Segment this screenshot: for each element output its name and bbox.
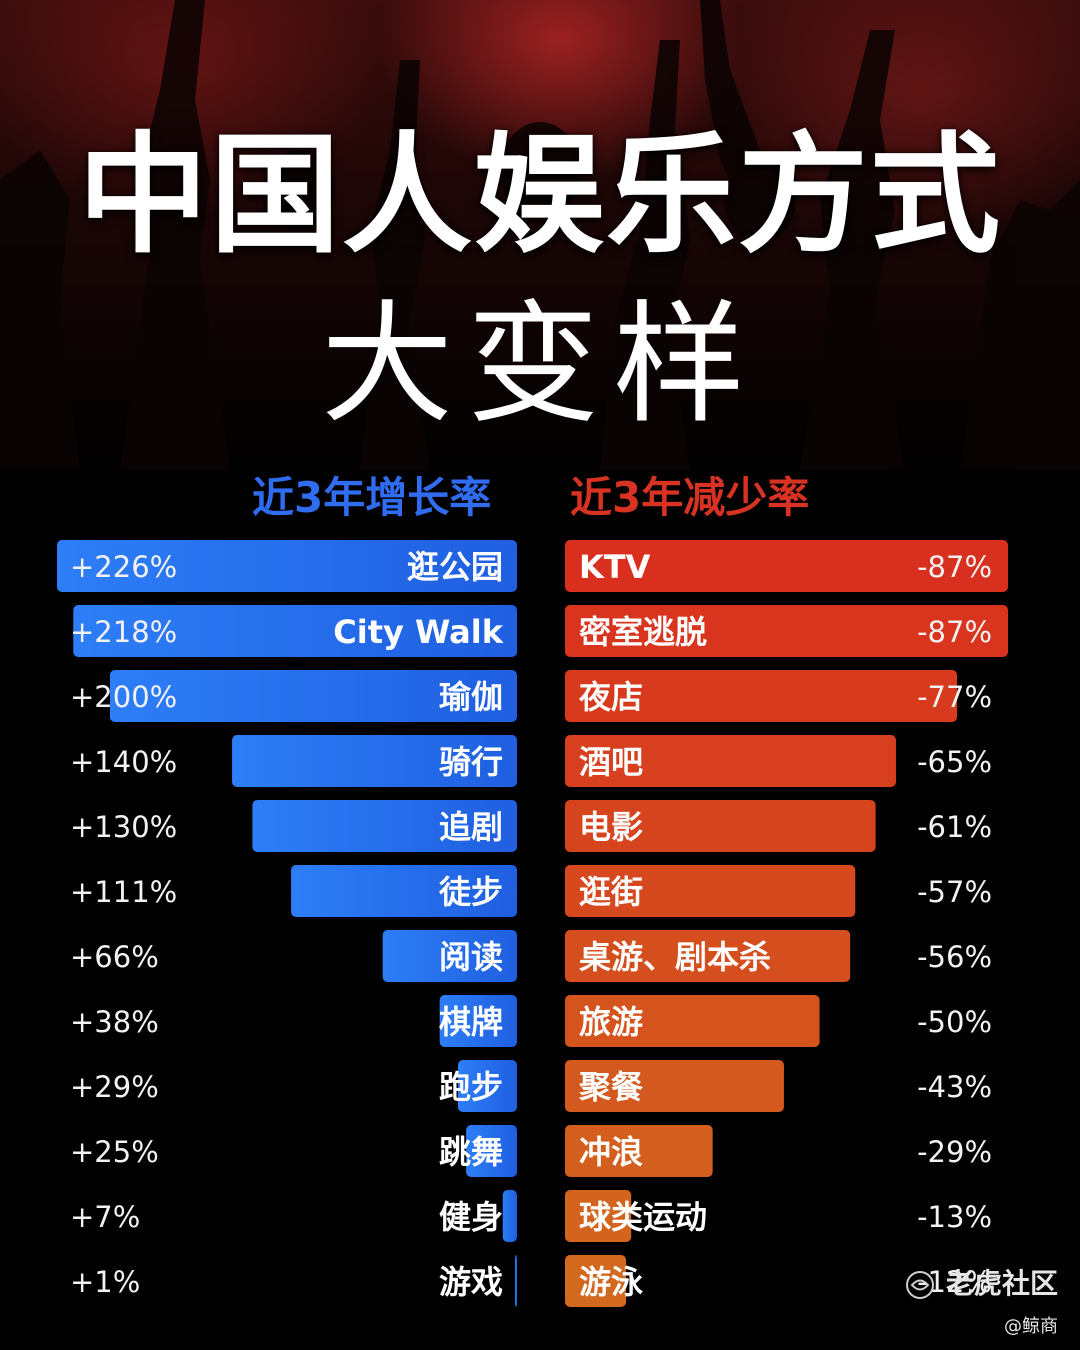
growth-category-label: 棋牌 <box>439 1003 503 1041</box>
growth-value-label: +218% <box>70 615 177 649</box>
watermark-brand: 老虎社区 <box>945 1267 1058 1300</box>
growth-bar <box>232 735 517 787</box>
growth-bar <box>109 670 518 722</box>
growth-category-label: 阅读 <box>439 938 503 976</box>
decline-bar <box>565 930 851 982</box>
decline-bar <box>565 1060 784 1112</box>
growth-category-label: 徒步 <box>438 873 503 911</box>
decline-category-label: 电影 <box>579 808 643 846</box>
growth-column-header: 近3年增长率 <box>252 473 492 522</box>
growth-value-label: +226% <box>70 550 177 584</box>
decline-category-label: 旅游 <box>579 1003 643 1041</box>
growth-bar <box>382 930 517 982</box>
growth-bar <box>73 605 517 657</box>
decline-category-label: 逛街 <box>579 873 643 911</box>
growth-bar <box>514 1255 517 1307</box>
growth-category-label: City Walk <box>333 613 503 651</box>
decline-category-label: KTV <box>579 548 651 586</box>
decline-value-label: -43% <box>917 1070 992 1104</box>
crowd-silhouette <box>0 0 1080 470</box>
decline-bar <box>565 1255 627 1307</box>
decline-value-label: -87% <box>917 550 992 584</box>
growth-category-label: 瑜伽 <box>439 678 503 716</box>
growth-bar <box>252 800 517 852</box>
decline-category-label: 冲浪 <box>579 1133 643 1171</box>
decline-category-label: 桌游、剧本杀 <box>579 938 771 976</box>
growth-value-label: +111% <box>70 875 177 909</box>
growth-bar <box>439 995 517 1047</box>
decline-category-label: 酒吧 <box>579 743 643 781</box>
page-title: 中国人娱乐方式 <box>77 119 1002 271</box>
growth-value-label: +29% <box>70 1070 159 1104</box>
decline-bar <box>565 1190 632 1242</box>
decline-bar <box>565 605 1008 657</box>
decline-category-label: 球类运动 <box>579 1198 707 1236</box>
growth-bar <box>57 540 517 592</box>
growth-value-label: +25% <box>70 1135 159 1169</box>
growth-bar <box>291 865 517 917</box>
growth-category-label: 跑步 <box>439 1068 503 1106</box>
growth-value-label: +1% <box>70 1265 140 1299</box>
decline-value-label: -87% <box>917 615 992 649</box>
growth-bar <box>466 1125 517 1177</box>
decline-value-label: -29% <box>917 1135 992 1169</box>
page-subtitle: 大变样 <box>321 288 759 442</box>
decline-value-label: -50% <box>917 1005 992 1039</box>
decline-category-label: 聚餐 <box>578 1068 644 1106</box>
decline-value-label: -77% <box>917 680 992 714</box>
decline-column-header: 近3年减少率 <box>570 473 810 522</box>
decline-value-label: -13% <box>917 1200 992 1234</box>
decline-bar <box>565 735 896 787</box>
decline-value-label: -65% <box>917 745 992 779</box>
growth-category-label: 追剧 <box>439 808 503 846</box>
decline-value-label: -57% <box>917 875 992 909</box>
growth-bar <box>457 1060 517 1112</box>
watermark-handle: @鲸商 <box>1004 1316 1058 1337</box>
growth-value-label: +130% <box>70 810 177 844</box>
decline-category-label: 夜店 <box>578 678 643 716</box>
growth-bar <box>502 1190 517 1242</box>
growth-category-label: 骑行 <box>439 743 503 781</box>
decline-category-label: 游泳 <box>579 1263 643 1301</box>
tiger-logo-icon <box>906 1271 934 1299</box>
decline-value-label: -61% <box>917 810 992 844</box>
growth-value-label: +7% <box>70 1200 140 1234</box>
growth-category-label: 游戏 <box>439 1263 503 1301</box>
decline-bar <box>565 995 820 1047</box>
decline-bar <box>565 1125 713 1177</box>
growth-value-label: +140% <box>70 745 177 779</box>
growth-value-label: +66% <box>70 940 159 974</box>
decline-bar <box>565 670 958 722</box>
decline-bar <box>565 800 876 852</box>
decline-value-label: -56% <box>917 940 992 974</box>
growth-value-label: +200% <box>70 680 177 714</box>
growth-value-label: +38% <box>70 1005 159 1039</box>
decline-category-label: 密室逃脱 <box>579 613 707 651</box>
growth-category-label: 逛公园 <box>407 548 503 586</box>
decline-bar <box>565 540 1008 592</box>
growth-category-label: 跳舞 <box>439 1133 503 1171</box>
growth-category-label: 健身 <box>439 1198 503 1236</box>
decline-bar <box>565 865 856 917</box>
